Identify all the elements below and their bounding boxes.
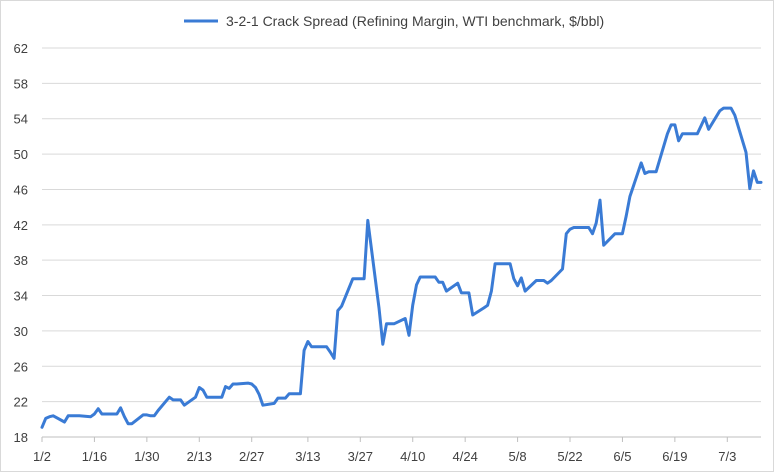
x-tick-label: 4/24 (453, 449, 478, 464)
x-tick-label: 6/5 (613, 449, 631, 464)
x-tick-label: 4/10 (400, 449, 425, 464)
y-tick-label: 30 (14, 324, 28, 339)
y-tick-label: 62 (14, 41, 28, 56)
x-tick-label: 2/13 (187, 449, 212, 464)
legend-label: 3-2-1 Crack Spread (Refining Margin, WTI… (226, 13, 604, 29)
x-tick-label: 7/3 (718, 449, 736, 464)
y-tick-label: 50 (14, 147, 28, 162)
x-tick-label: 1/30 (134, 449, 159, 464)
x-tick-label: 1/2 (33, 449, 51, 464)
y-tick-label: 42 (14, 218, 28, 233)
x-tick-label: 2/27 (239, 449, 264, 464)
y-tick-label: 26 (14, 359, 28, 374)
x-tick-label: 5/22 (557, 449, 582, 464)
x-tick-label: 3/27 (348, 449, 373, 464)
y-tick-label: 22 (14, 395, 28, 410)
x-tick-label: 5/8 (509, 449, 527, 464)
y-tick-label: 58 (14, 76, 28, 91)
y-tick-label: 18 (14, 430, 28, 445)
y-tick-label: 38 (14, 253, 28, 268)
x-tick-label: 1/16 (82, 449, 107, 464)
y-tick-label: 34 (14, 289, 28, 304)
series-line (40, 106, 763, 429)
y-tick-label: 46 (14, 182, 28, 197)
x-tick-label: 6/19 (662, 449, 687, 464)
y-tick-label: 54 (14, 112, 28, 127)
x-tick-label: 3/13 (295, 449, 320, 464)
